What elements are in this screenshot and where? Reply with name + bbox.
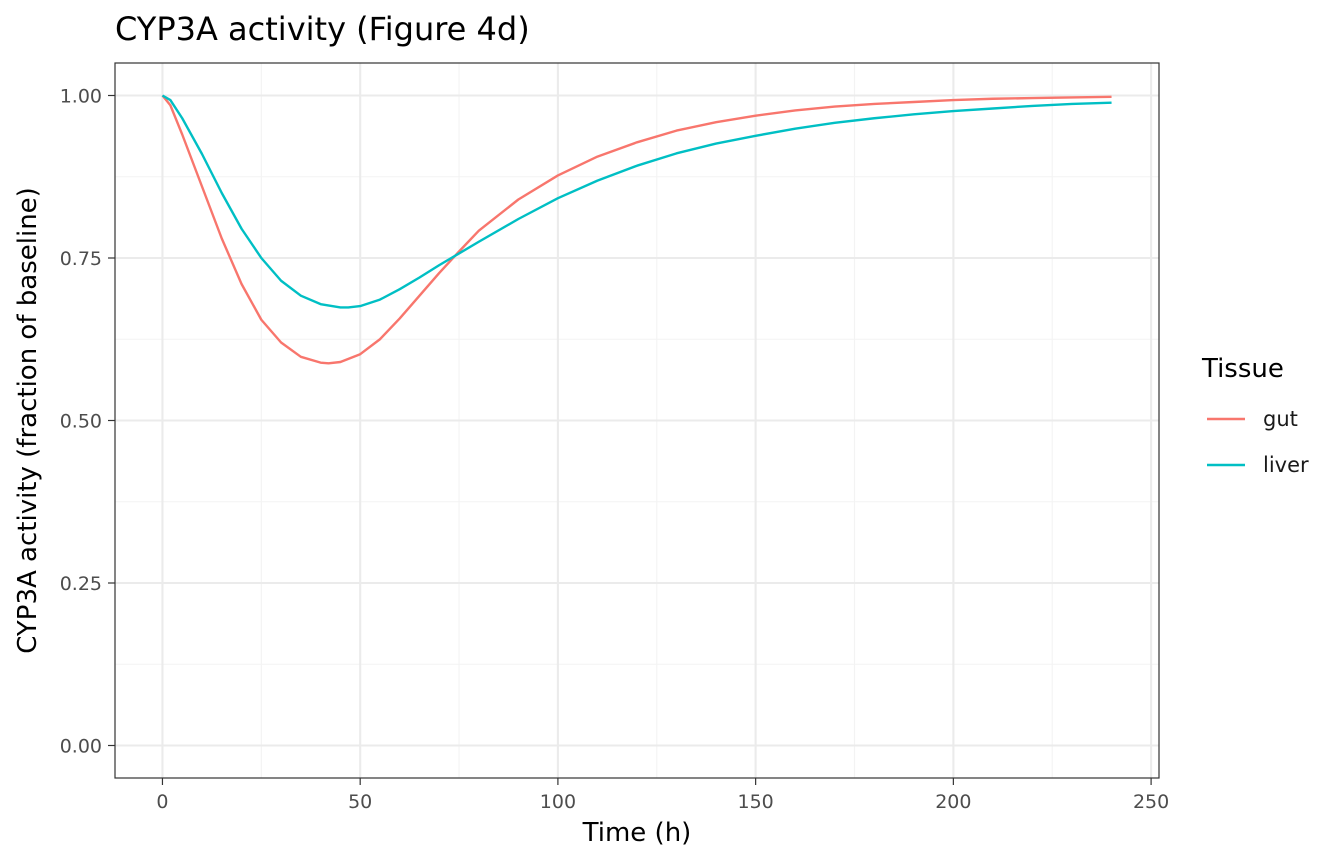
y-axis-ticks: 0.00 0.25 0.50 0.75 1.00 (60, 86, 115, 758)
y-tick-label: 0.75 (60, 248, 102, 270)
series-lines (161, 94, 1112, 365)
series-line-liver (161, 94, 1112, 309)
legend-title: Tissue (1201, 354, 1284, 384)
y-tick-label: 0.50 (60, 411, 102, 433)
legend-items: gut liver (1207, 407, 1309, 477)
x-axis-title: Time (h) (582, 818, 692, 848)
legend-label-liver: liver (1263, 453, 1309, 477)
y-axis-title: CYP3A activity (fraction of baseline) (13, 187, 43, 654)
chart-title: CYP3A activity (Figure 4d) (115, 10, 530, 48)
x-tick-label: 200 (935, 791, 971, 813)
legend: Tissue gut liver (1201, 354, 1309, 477)
y-axis: 0.00 0.25 0.50 0.75 1.00 CYP3A activity (fra… (13, 86, 115, 758)
y-tick-label: 0.25 (60, 573, 102, 595)
x-tick-label: 50 (348, 791, 372, 813)
legend-label-gut: gut (1263, 407, 1298, 431)
major-gridlines (115, 63, 1159, 778)
x-tick-label: 250 (1133, 791, 1169, 813)
x-axis: 0 50 100 150 200 250 Time (h) (156, 778, 1169, 848)
x-tick-label: 150 (738, 791, 774, 813)
x-tick-label: 0 (156, 791, 168, 813)
y-tick-label: 0.00 (60, 736, 102, 758)
x-tick-label: 100 (540, 791, 576, 813)
plot-panel (114, 62, 1160, 779)
x-axis-ticks: 0 50 100 150 200 250 (156, 778, 1169, 813)
y-tick-label: 1.00 (60, 86, 102, 108)
series-line-gut (161, 94, 1112, 365)
